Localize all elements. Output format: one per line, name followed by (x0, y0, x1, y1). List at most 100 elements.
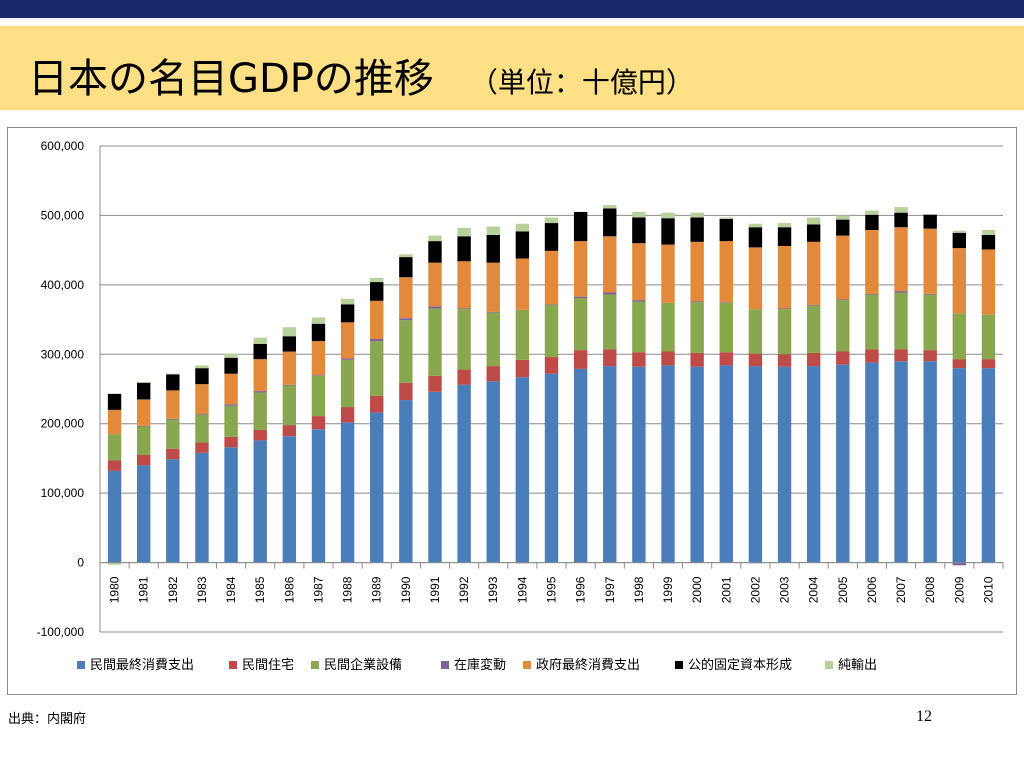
bar-segment-5 (544, 223, 559, 251)
x-tick-label: 1990 (399, 576, 413, 603)
bar-segment-0 (719, 365, 733, 563)
x-tick-label: 2009 (952, 576, 966, 603)
legend-swatch (523, 661, 531, 669)
bar-segment-3 (486, 311, 500, 313)
legend-label: 民間企業設備 (324, 657, 402, 673)
bar-segment-2 (107, 434, 122, 461)
bar-segment-4 (573, 241, 588, 297)
bar-segment-4 (806, 241, 821, 305)
bar-segment-1 (136, 454, 151, 466)
bar-segment-5 (632, 217, 646, 244)
bar-segment-1 (806, 352, 821, 367)
x-tick-label: 1997 (603, 576, 617, 603)
bar-segment-0 (573, 368, 588, 563)
bar-segment-1 (690, 352, 704, 367)
bar-segment-2 (632, 301, 646, 353)
bar-segment-3 (603, 292, 617, 295)
bar-segment-2 (370, 341, 384, 396)
bar-segment-4 (486, 262, 500, 312)
bar-segment-6 (457, 227, 471, 237)
y-tick-label: -100,000 (37, 625, 85, 639)
bar-segment-5 (253, 343, 267, 360)
bar-segment-3 (573, 296, 588, 299)
bar-segment-0 (748, 366, 763, 563)
bar-segment-5 (981, 234, 996, 250)
bar-segment-1 (195, 442, 209, 453)
x-tick-label: 2000 (690, 576, 704, 603)
bar-segment-0 (661, 365, 675, 563)
bar-segment-0 (923, 361, 937, 563)
bar-segment-4 (544, 250, 559, 305)
bar-segment-2 (311, 375, 326, 417)
bar-segment-1 (777, 354, 792, 367)
bar-segment-2 (544, 304, 559, 358)
bar-segment-5 (136, 382, 151, 400)
legend-swatch (311, 661, 319, 669)
bar-segment-0 (777, 366, 792, 563)
bar-segment-3 (806, 304, 821, 306)
bar-segment-4 (923, 228, 937, 294)
bar-segment-6 (253, 337, 267, 344)
legend-label: 純輸出 (838, 658, 877, 673)
bar-segment-4 (690, 241, 704, 302)
bar-segment-6 (632, 211, 646, 218)
bar-segment-0 (107, 470, 122, 563)
bar-segment-0 (515, 377, 530, 563)
bar-segment-3 (894, 291, 908, 293)
bar-segment-0 (486, 381, 500, 563)
bar-segment-1 (544, 357, 559, 374)
bar-segment-5 (719, 218, 733, 242)
bar-segment-4 (777, 245, 792, 309)
bar-segment-4 (457, 261, 471, 309)
x-tick-label: 1993 (486, 576, 500, 603)
bar-segment-5 (603, 208, 617, 237)
bar-segment-3 (311, 375, 326, 376)
bar-segment-4 (340, 322, 355, 359)
x-tick-label: 2007 (894, 576, 908, 603)
bar-segment-6 (719, 217, 733, 219)
bar-segment-3 (399, 318, 413, 321)
top-banner-divider (0, 18, 1024, 21)
bar-segment-5 (457, 236, 471, 262)
bar-segment-5 (923, 214, 937, 229)
bar-segment-2 (690, 302, 704, 353)
bar-segment-3 (923, 293, 937, 295)
bar-segment-1 (282, 425, 297, 437)
bar-segment-4 (603, 236, 617, 293)
bar-segment-2 (865, 294, 879, 350)
bar-segment-4 (515, 258, 530, 310)
bar-segment-2 (923, 294, 937, 351)
bar-segment-2 (836, 300, 850, 352)
bar-segment-1 (253, 429, 267, 441)
bar-segment-3 (632, 300, 646, 302)
bar-segment-2 (573, 298, 588, 351)
bar-segment-5 (399, 257, 413, 278)
bar-segment-6 (224, 353, 238, 358)
bar-segment-4 (399, 277, 413, 319)
bar-segment-5 (894, 212, 908, 228)
bar-segment-4 (253, 359, 267, 392)
bar-segment-0 (370, 412, 384, 563)
bar-segment-2 (719, 302, 733, 353)
bar-segment-2 (136, 426, 151, 455)
bar-segment-6 (603, 205, 617, 209)
bar-segment-1 (661, 351, 675, 366)
x-tick-label: 1995 (545, 576, 559, 603)
bar-segment-1 (486, 366, 500, 382)
bar-segment-3 (952, 562, 967, 566)
bar-segment-1 (515, 359, 530, 378)
slide-unit: （単位：十億円） (469, 66, 694, 99)
bar-segment-4 (224, 373, 238, 405)
bar-segment-1 (981, 359, 996, 369)
slide-title: 日本の名目GDPの推移 （単位：十億円） (28, 46, 694, 104)
y-tick-label: 0 (77, 556, 84, 570)
bar-segment-0 (224, 447, 238, 563)
legend-label: 在庫変動 (454, 657, 506, 673)
bar-segment-5 (224, 357, 238, 374)
bar-segment-1 (603, 349, 617, 367)
bar-segment-1 (107, 460, 122, 471)
legend-swatch (675, 661, 683, 669)
bar-segment-3 (457, 308, 471, 310)
bar-segment-4 (370, 300, 384, 340)
bar-segment-2 (253, 392, 267, 430)
